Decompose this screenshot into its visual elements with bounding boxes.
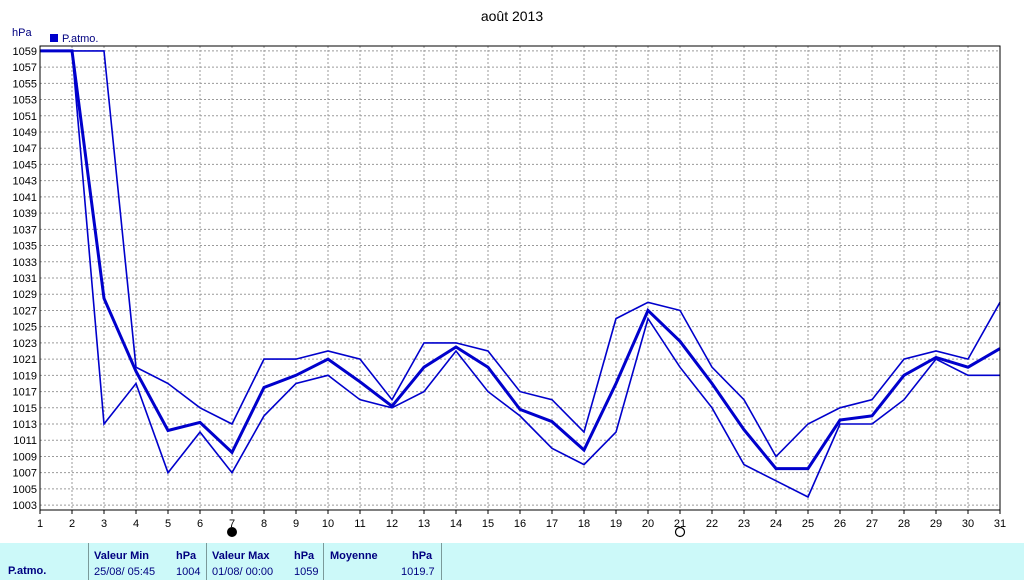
x-tick-label: 21 bbox=[674, 518, 686, 530]
footer-divider bbox=[206, 543, 207, 580]
x-tick-label: 14 bbox=[450, 518, 462, 530]
avg-header: Moyenne bbox=[330, 550, 378, 562]
series-line-avg bbox=[40, 49, 1001, 471]
x-tick-label: 18 bbox=[578, 518, 590, 530]
moon-phases bbox=[227, 526, 686, 538]
y-tick-label: 1003 bbox=[13, 500, 37, 512]
x-tick-label: 17 bbox=[546, 518, 558, 530]
x-tick-label: 20 bbox=[642, 518, 654, 530]
series-group bbox=[40, 49, 1001, 499]
x-tick-label: 19 bbox=[610, 518, 622, 530]
grid bbox=[39, 46, 1001, 510]
x-tick-label: 4 bbox=[133, 518, 139, 530]
y-tick-label: 1021 bbox=[13, 354, 37, 366]
new-moon-icon bbox=[227, 527, 237, 537]
x-tick-label: 27 bbox=[866, 518, 878, 530]
x-tick-label: 2 bbox=[69, 518, 75, 530]
chart-title: août 2013 bbox=[481, 8, 543, 24]
footer-divider bbox=[441, 543, 442, 580]
footer-divider bbox=[88, 543, 89, 580]
avg-unit: hPa bbox=[412, 550, 433, 562]
y-tick-label: 1013 bbox=[13, 419, 37, 431]
x-tick-label: 11 bbox=[354, 518, 365, 530]
y-tick-label: 1059 bbox=[13, 46, 37, 58]
legend-swatch bbox=[50, 34, 58, 42]
plot-area bbox=[39, 45, 1001, 511]
y-tick-label: 1037 bbox=[13, 224, 37, 236]
y-tick-label: 1011 bbox=[13, 435, 37, 447]
max-unit: hPa bbox=[294, 550, 315, 562]
x-tick-label: 1 bbox=[37, 518, 43, 530]
y-tick-label: 1031 bbox=[13, 273, 37, 285]
x-tick-label: 10 bbox=[322, 518, 334, 530]
x-tick-label: 26 bbox=[834, 518, 846, 530]
y-tick-label: 1057 bbox=[13, 62, 37, 74]
y-tick-label: 1043 bbox=[13, 176, 37, 188]
y-tick-label: 1033 bbox=[13, 257, 37, 269]
x-tick-label: 15 bbox=[482, 518, 494, 530]
y-tick-label: 1047 bbox=[13, 143, 37, 155]
x-tick-label: 29 bbox=[930, 518, 942, 530]
y-tick-label: 1009 bbox=[13, 451, 37, 463]
x-tick-label: 6 bbox=[197, 518, 203, 530]
x-tick-label: 3 bbox=[101, 518, 107, 530]
x-tick-label: 28 bbox=[898, 518, 910, 530]
min-header: Valeur Min bbox=[94, 550, 150, 562]
x-tick-label: 25 bbox=[802, 518, 814, 530]
x-tick-label: 22 bbox=[706, 518, 718, 530]
series-line-max bbox=[40, 50, 1001, 458]
x-tick-label: 24 bbox=[770, 518, 782, 530]
x-tick-label: 30 bbox=[962, 518, 974, 530]
y-tick-label: 1023 bbox=[13, 338, 37, 350]
y-tick-label: 1015 bbox=[13, 403, 37, 415]
x-tick-label: 8 bbox=[261, 518, 267, 530]
max-value: 1059 bbox=[294, 566, 319, 578]
y-tick-label: 1035 bbox=[13, 241, 37, 253]
legend-label: P.atmo. bbox=[62, 33, 99, 45]
x-tick-label: 12 bbox=[386, 518, 398, 530]
y-tick-label: 1053 bbox=[13, 95, 37, 107]
x-tick-label: 13 bbox=[418, 518, 430, 530]
y-tick-label: 1039 bbox=[13, 208, 37, 220]
x-tick-label: 9 bbox=[293, 518, 299, 530]
y-tick-label: 1027 bbox=[13, 305, 37, 317]
avg-value: 1019.7 bbox=[401, 566, 435, 578]
y-axis-unit: hPa bbox=[12, 27, 32, 39]
min-unit: hPa bbox=[176, 550, 197, 562]
y-tick-label: 1025 bbox=[13, 322, 37, 334]
series-line-min bbox=[40, 50, 1000, 499]
y-tick-label: 1029 bbox=[13, 289, 37, 301]
y-tick-label: 1049 bbox=[13, 127, 37, 139]
y-tick-label: 1005 bbox=[13, 484, 37, 496]
footer-row-label: P.atmo. bbox=[8, 565, 47, 577]
y-tick-label: 1041 bbox=[13, 192, 37, 204]
y-axis-ticks: 1003 1005 1007 1009 1011 1013 1015 1017 1019 1021… bbox=[13, 46, 37, 512]
x-tick-label: 5 bbox=[165, 518, 171, 530]
x-axis-ticks: 1 2 3 4 5 6 7 8 9 10 11 12 13 14 15 16 17 18 19 20 21 22 23 24 2… bbox=[37, 510, 1006, 530]
y-tick-label: 1017 bbox=[13, 387, 37, 399]
y-tick-label: 1051 bbox=[13, 111, 37, 123]
x-tick-label: 23 bbox=[738, 518, 750, 530]
max-date: 01/08/ 00:00 bbox=[212, 566, 274, 578]
pressure-chart: août 2013 hPa P.atmo. 100310051007100910… bbox=[12, 8, 1006, 538]
y-tick-label: 1019 bbox=[13, 370, 37, 382]
stats-footer: P.atmo. Valeur Min hPa 25/08/ 05:45 1004… bbox=[0, 543, 1024, 580]
x-tick-label: 16 bbox=[514, 518, 526, 530]
y-tick-label: 1045 bbox=[13, 159, 37, 171]
footer-divider bbox=[323, 543, 324, 580]
min-date: 25/08/ 05:45 bbox=[94, 566, 156, 578]
x-tick-label: 7 bbox=[229, 518, 235, 530]
y-tick-label: 1055 bbox=[13, 78, 37, 90]
full-moon-icon bbox=[674, 526, 686, 538]
min-value: 1004 bbox=[176, 566, 201, 578]
x-tick-label: 31 bbox=[994, 518, 1006, 530]
max-header: Valeur Max bbox=[212, 550, 270, 562]
y-tick-label: 1007 bbox=[13, 468, 37, 480]
